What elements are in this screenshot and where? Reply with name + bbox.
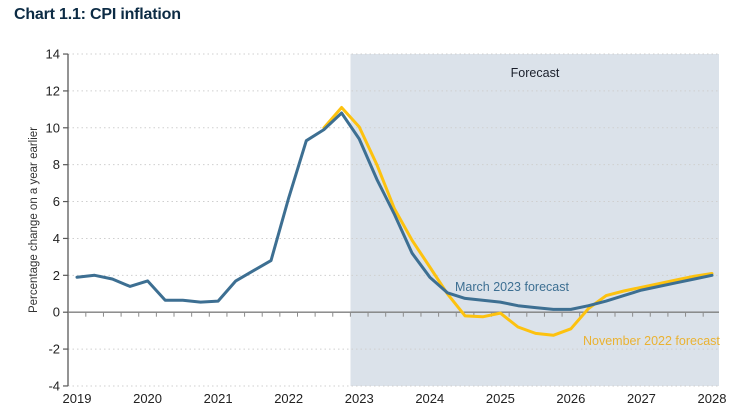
x-tick-label: 2024 bbox=[415, 391, 444, 406]
x-tick-label: 2019 bbox=[63, 391, 92, 406]
x-tick-label: 2026 bbox=[556, 391, 585, 406]
x-tick-label: 2028 bbox=[698, 391, 727, 406]
november-2022-forecast-line bbox=[322, 106, 714, 337]
y-tick-label: 10 bbox=[46, 120, 60, 135]
y-axis-title: Percentage change on a year earlier bbox=[28, 127, 40, 313]
x-tick-label: 2022 bbox=[274, 391, 303, 406]
y-tick-label: 4 bbox=[53, 231, 60, 246]
march-2023-forecast-line bbox=[75, 111, 714, 311]
y-tick-label: -4 bbox=[48, 378, 60, 393]
y-tick-label: 0 bbox=[53, 305, 60, 320]
forecast-label: Forecast bbox=[511, 66, 560, 80]
y-tick-label: 2 bbox=[53, 268, 60, 283]
x-tick-label: 2023 bbox=[345, 391, 374, 406]
y-tick-label: 12 bbox=[46, 83, 60, 98]
chart-title: Chart 1.1: CPI inflation bbox=[14, 6, 181, 23]
y-tick-label: 8 bbox=[53, 157, 60, 172]
x-tick-label: 2021 bbox=[204, 391, 233, 406]
march-2023-forecast-label: March 2023 forecast bbox=[455, 280, 569, 294]
y-tick-label: 14 bbox=[46, 47, 60, 62]
x-tick-label: 2025 bbox=[486, 391, 515, 406]
x-tick-label: 2020 bbox=[133, 391, 162, 406]
x-tick-label: 2027 bbox=[627, 391, 656, 406]
november-2022-forecast-label: November 2022 forecast bbox=[583, 334, 720, 348]
y-tick-label: -2 bbox=[48, 342, 60, 357]
y-tick-label: 6 bbox=[53, 194, 60, 209]
forecast-shade-region bbox=[350, 54, 719, 386]
